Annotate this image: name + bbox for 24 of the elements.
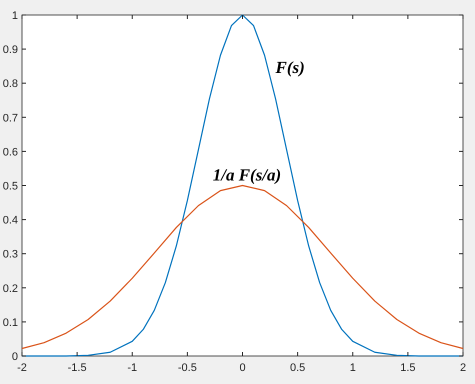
line-series: [21, 184, 464, 350]
y-tick-label: 0.4: [2, 214, 18, 227]
y-tick-label: 0.5: [2, 180, 18, 192]
y-tick-label: 1: [12, 10, 18, 22]
y-tick-label: 0.6: [2, 146, 18, 158]
x-tick-label: -1.5: [68, 362, 87, 374]
y-tick-label: 0.2: [2, 282, 18, 295]
annotation: F(s): [274, 58, 305, 77]
y-tick-label: 0.3: [2, 248, 18, 261]
x-tick-label: 1.5: [400, 362, 416, 374]
y-tick-label: 0.1: [2, 316, 18, 329]
x-tick-label: -0.5: [178, 362, 197, 374]
x-tick-label: 0: [239, 362, 246, 374]
y-tick-label: 0.9: [2, 44, 18, 56]
x-tick-label: 1: [350, 362, 356, 374]
x-tick-label: 2: [460, 362, 466, 374]
y-tick-label: 0.7: [2, 112, 18, 124]
annotation: 1/a F(s/a): [212, 165, 282, 184]
line-series: [21, 14, 464, 357]
y-tick-label: 0: [12, 351, 18, 363]
x-tick-label: -2: [17, 362, 27, 374]
x-tick-label: 0.5: [290, 362, 306, 374]
y-tick-label: 0.8: [2, 78, 18, 90]
x-tick-label: -1: [127, 362, 138, 374]
